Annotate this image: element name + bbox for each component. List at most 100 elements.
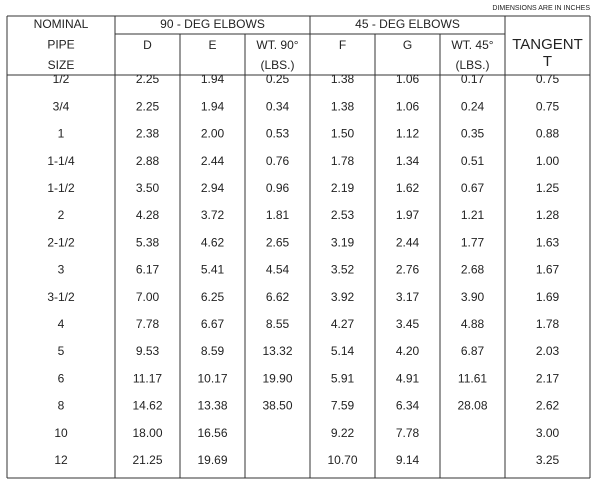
cell-value: 2.62 [536, 399, 560, 413]
column-header: WT. 45° [451, 38, 493, 52]
nominal-header: NOMINAL [34, 17, 89, 31]
cell-value: 1.67 [536, 263, 560, 277]
cell-value: 4.20 [396, 344, 420, 358]
cell-value: 1.77 [461, 235, 485, 249]
cell-value: 1.69 [536, 290, 560, 304]
cell-value: 9.53 [136, 344, 160, 358]
cell-value: 1.00 [536, 154, 560, 168]
cell-value: 1.81 [266, 208, 290, 222]
cell-value: 0.25 [266, 72, 290, 86]
cell-value: 7.78 [136, 317, 160, 331]
cell-value: 1.28 [536, 208, 560, 222]
cell-value: 4.27 [331, 317, 355, 331]
cell-value: 4.28 [136, 208, 160, 222]
cell-value: 2.44 [396, 235, 420, 249]
cell-value: 3.92 [331, 290, 355, 304]
cell-value: 2.65 [266, 235, 290, 249]
cell-value: 1.12 [396, 127, 420, 141]
pipe-size: 8 [58, 399, 65, 413]
cell-value: 2.68 [461, 263, 485, 277]
cell-value: 6.34 [396, 399, 420, 413]
cell-value: 1.38 [331, 72, 355, 86]
pipe-size: 2 [58, 208, 65, 222]
cell-value: 11.61 [458, 371, 487, 385]
cell-value: 1.50 [331, 127, 355, 141]
cell-value: 7.78 [396, 426, 420, 440]
cell-value: 8.55 [266, 317, 290, 331]
pipe-size: 10 [54, 426, 68, 440]
cell-value: 21.25 [132, 453, 162, 467]
cell-value: 0.53 [266, 127, 290, 141]
cell-value: 5.14 [331, 344, 355, 358]
cell-value: 0.51 [461, 154, 485, 168]
column-header: (LBS.) [260, 58, 294, 72]
column-header: WT. 90° [256, 38, 298, 52]
pipe-size: 2-1/2 [47, 235, 75, 249]
cell-value: 1.94 [201, 99, 225, 113]
cell-value: 8.59 [201, 344, 225, 358]
cell-value: 2.17 [536, 371, 560, 385]
cell-value: 1.78 [331, 154, 355, 168]
cell-value: 2.76 [396, 263, 420, 277]
cell-value: 13.38 [197, 399, 227, 413]
nominal-header: SIZE [48, 58, 75, 72]
group-header: 90 - DEG ELBOWS [160, 17, 265, 31]
cell-value: 19.90 [262, 371, 292, 385]
cell-value: 1.06 [396, 72, 420, 86]
cell-value: 4.54 [266, 263, 290, 277]
column-header: (LBS.) [455, 58, 489, 72]
cell-value: 1.62 [396, 181, 420, 195]
cell-value: 7.59 [331, 399, 355, 413]
pipe-size: 4 [58, 317, 65, 331]
cell-value: 10.70 [327, 453, 357, 467]
cell-value: 0.35 [461, 127, 485, 141]
cell-value: 3.90 [461, 290, 485, 304]
cell-value: 1.38 [331, 99, 355, 113]
pipe-size: 6 [58, 371, 65, 385]
units-note: DIMENSIONS ARE IN INCHES [492, 5, 590, 12]
group-header: 45 - DEG ELBOWS [355, 17, 460, 31]
cell-value: 2.94 [201, 181, 225, 195]
cell-value: 3.50 [136, 181, 160, 195]
column-header: E [208, 38, 216, 52]
pipe-size: 5 [58, 344, 65, 358]
cell-value: 5.41 [201, 263, 225, 277]
cell-value: 3.00 [536, 426, 560, 440]
pipe-size: 3 [58, 263, 65, 277]
cell-value: 6.67 [201, 317, 225, 331]
cell-value: 0.34 [266, 99, 290, 113]
cell-value: 0.75 [536, 72, 560, 86]
cell-value: 1.97 [396, 208, 420, 222]
cell-value: 1.63 [536, 235, 560, 249]
cell-value: 4.88 [461, 317, 485, 331]
column-header: F [339, 38, 346, 52]
pipe-size: 1/2 [53, 72, 70, 86]
cell-value: 0.76 [266, 154, 290, 168]
cell-value: 3.17 [396, 290, 420, 304]
pipe-size: 12 [54, 453, 68, 467]
cell-value: 2.88 [136, 154, 160, 168]
cell-value: 9.22 [331, 426, 355, 440]
cell-value: 4.62 [201, 235, 225, 249]
cell-value: 0.24 [461, 99, 485, 113]
cell-value: 3.25 [536, 453, 560, 467]
cell-value: 5.91 [331, 371, 355, 385]
cell-value: 6.25 [201, 290, 225, 304]
cell-value: 0.67 [461, 181, 485, 195]
cell-value: 6.17 [136, 263, 160, 277]
cell-value: 0.17 [461, 72, 485, 86]
column-header: TANGENT [512, 36, 583, 53]
pipe-size: 3-1/2 [47, 290, 75, 304]
cell-value: 11.17 [133, 371, 162, 385]
column-header: D [143, 38, 152, 52]
cell-value: 2.03 [536, 344, 560, 358]
pipe-size: 3/4 [53, 99, 70, 113]
cell-value: 5.38 [136, 235, 160, 249]
cell-value: 2.25 [136, 99, 160, 113]
column-header: T [543, 53, 552, 70]
cell-value: 3.52 [331, 263, 355, 277]
cell-value: 2.00 [201, 127, 225, 141]
cell-value: 2.53 [331, 208, 355, 222]
